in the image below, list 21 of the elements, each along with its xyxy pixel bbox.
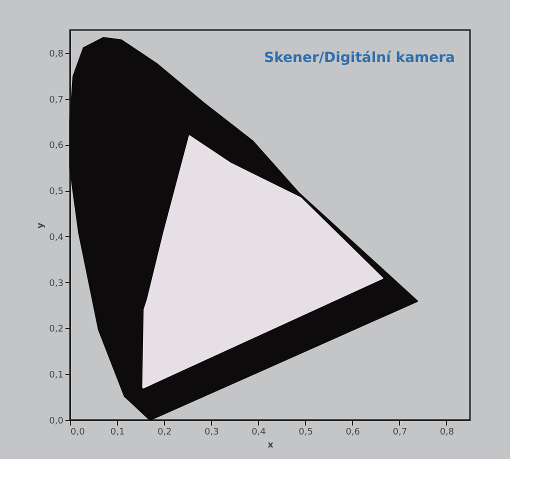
y-tick-label: 0,6 <box>49 141 64 152</box>
x-tick-label: 0,6 <box>346 428 360 438</box>
x-tick-label: 0,8 <box>440 428 454 438</box>
y-tick-label: 0,8 <box>49 49 64 60</box>
y-tick-label: 0,4 <box>49 232 64 243</box>
y-tick-label: 0,0 <box>49 416 64 426</box>
x-tick-label: 0,2 <box>157 428 172 438</box>
y-tick-label: 0,1 <box>49 370 64 381</box>
y-tick-label: 0,5 <box>49 187 64 198</box>
annotation: Skener/Digitální kamera <box>264 50 455 66</box>
y-tick-label: 0,2 <box>49 324 64 335</box>
y-axis-title: y <box>36 222 46 228</box>
x-tick-label: 0,0 <box>70 428 86 438</box>
x-tick-label: 0,3 <box>204 428 219 438</box>
x-axis-title: x <box>268 440 274 450</box>
x-tick-label: 0,1 <box>110 428 125 438</box>
x-tick-label: 0,4 <box>252 428 266 438</box>
x-tick-label: 0,5 <box>298 428 313 438</box>
y-tick-label: 0,7 <box>49 95 64 106</box>
y-tick-label: 0,3 <box>49 278 64 289</box>
x-tick-label: 0,7 <box>392 428 408 438</box>
